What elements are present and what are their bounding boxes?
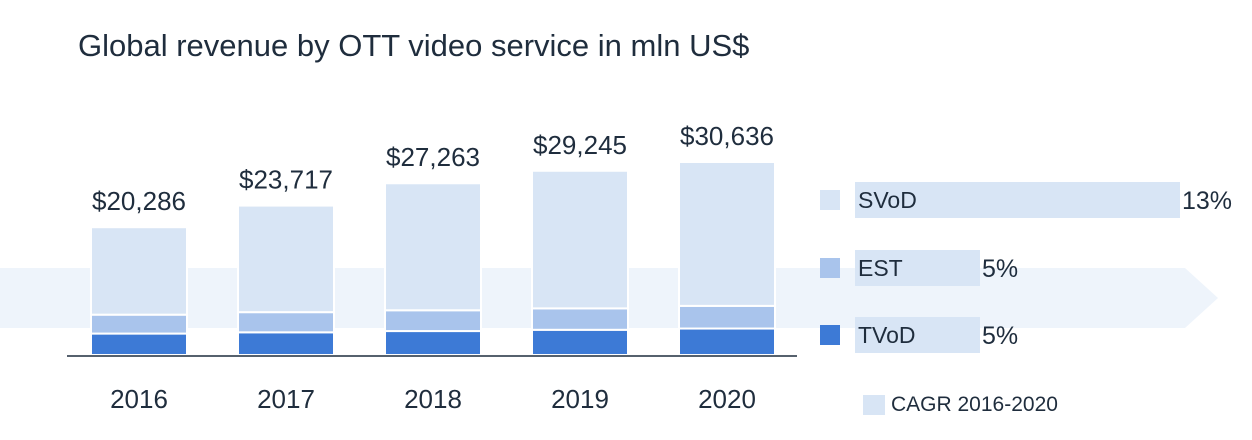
x-tick-label: 2020 bbox=[698, 384, 756, 414]
cagr-bar-est bbox=[855, 250, 980, 286]
bar-svod-2017 bbox=[237, 204, 335, 314]
cagr-value-svod: 13% bbox=[1182, 187, 1232, 215]
legend-cagr: SVoD 13% EST 5% TVoD 5% bbox=[820, 182, 1232, 353]
cagr-bar-tvod bbox=[855, 317, 980, 353]
x-tick-label: 2016 bbox=[110, 384, 168, 414]
cagr-legend: CAGR 2016-2020 bbox=[863, 393, 1058, 417]
total-value-labels: $20,286 $23,717 $27,263 $29,245 $30,636 bbox=[92, 121, 774, 216]
cagr-value-tvod: 5% bbox=[982, 322, 1018, 350]
total-label: $29,245 bbox=[533, 130, 627, 160]
total-label: $30,636 bbox=[680, 121, 774, 151]
total-label: $27,263 bbox=[386, 142, 480, 172]
bars-group bbox=[90, 161, 776, 357]
bar-tvod-2019 bbox=[531, 328, 629, 356]
bar-svod-2018 bbox=[384, 182, 482, 312]
bar-svod-2016 bbox=[90, 226, 188, 316]
x-tick-label: 2018 bbox=[404, 384, 462, 414]
bar-tvod-2017 bbox=[237, 331, 335, 357]
legend-label-tvod: TVoD bbox=[858, 322, 916, 348]
x-tick-labels: 2016 2017 2018 2019 2020 bbox=[110, 384, 756, 414]
x-tick-label: 2017 bbox=[257, 384, 315, 414]
cagr-value-est: 5% bbox=[982, 255, 1018, 283]
bar-svod-2020 bbox=[678, 161, 776, 307]
bar-est-2019 bbox=[531, 307, 629, 331]
bar-est-2017 bbox=[237, 311, 335, 334]
chart-title: Global revenue by OTT video service in m… bbox=[78, 28, 750, 63]
total-label: $20,286 bbox=[92, 186, 186, 216]
cagr-legend-swatch bbox=[863, 395, 885, 415]
bar-est-2018 bbox=[384, 309, 482, 333]
bar-tvod-2018 bbox=[384, 330, 482, 357]
x-tick-label: 2019 bbox=[551, 384, 609, 414]
bar-tvod-2016 bbox=[90, 332, 188, 356]
cagr-legend-label: CAGR 2016-2020 bbox=[891, 393, 1058, 416]
legend-swatch-est bbox=[820, 258, 840, 278]
legend-swatch-tvod bbox=[820, 325, 840, 345]
legend-label-svod: SVoD bbox=[858, 187, 917, 213]
total-label: $23,717 bbox=[239, 165, 333, 195]
bar-svod-2019 bbox=[531, 169, 629, 310]
bar-est-2016 bbox=[90, 313, 188, 335]
bar-tvod-2020 bbox=[678, 327, 776, 356]
bar-est-2020 bbox=[678, 304, 776, 330]
legend-swatch-svod bbox=[820, 190, 840, 210]
legend-label-est: EST bbox=[858, 255, 903, 281]
cagr-bar-svod bbox=[855, 182, 1180, 218]
